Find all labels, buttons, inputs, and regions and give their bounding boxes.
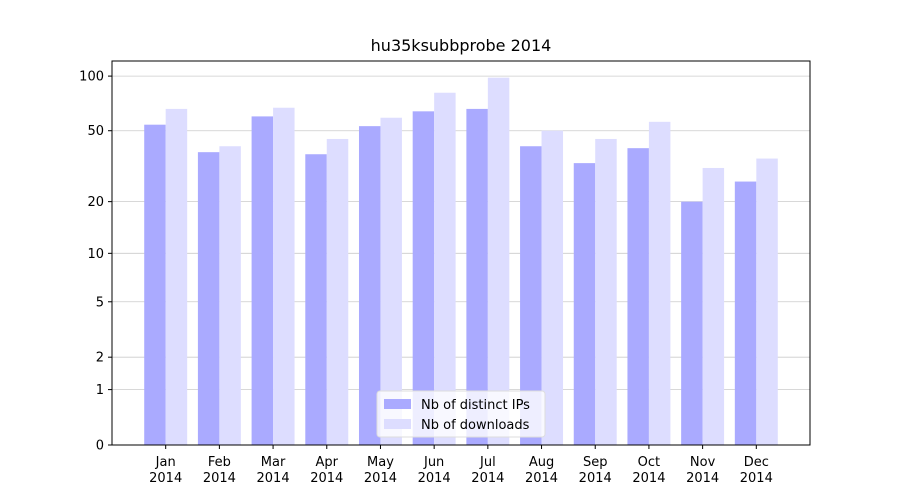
bar [520,146,542,446]
x-tick-label: Apr 2014 [310,455,343,486]
plot-frame [111,60,811,446]
bar [251,116,274,445]
y-tick-label: 2 [96,351,104,366]
bar [412,111,435,445]
bar [756,158,778,445]
bar [627,148,649,445]
x-tick-label: Feb 2014 [203,455,236,486]
legend-swatch [384,399,411,409]
chart-title: hu35ksubbprobe 2014 [371,36,552,55]
y-tick-label: 0 [96,439,104,454]
x-tick-label: Dec 2014 [740,455,773,486]
bar [681,201,703,445]
x-tick-label: Sep 2014 [579,455,612,486]
bar [434,92,456,445]
y-tick-label: 1 [96,383,104,398]
bar [326,138,349,445]
y-tick-label: 50 [87,124,104,139]
y-tick-label: 10 [87,247,104,262]
legend-label: Nb of distinct IPs [421,398,530,413]
bar [165,108,188,446]
x-tick-label: Jan 2014 [149,455,182,486]
x-tick-label: Oct 2014 [632,455,665,486]
bar [595,138,617,445]
bar [273,107,295,445]
y-tick-label: 20 [87,195,104,210]
x-tick-label: Jun 2014 [418,455,451,486]
bar [144,124,166,446]
legend-box [376,390,546,438]
bar [358,126,381,446]
bar [219,146,241,446]
y-tick-label: 5 [96,295,104,310]
y-tick-label: 100 [79,70,104,85]
x-tick-label: Mar 2014 [257,455,290,486]
bar [380,117,402,446]
bar [702,167,725,445]
x-tick-label: Nov 2014 [686,455,719,486]
bar [648,121,671,445]
bar [305,154,327,445]
bar [541,130,564,445]
bar [734,181,757,445]
bar [466,108,488,446]
x-tick-label: Aug 2014 [525,455,558,486]
bar [573,163,596,445]
bar [197,152,220,445]
legend-label: Nb of downloads [421,418,530,433]
x-tick-label: Jul 2014 [471,455,504,486]
legend-swatch [384,419,411,429]
bar [487,77,510,445]
x-tick-label: May 2014 [364,455,397,486]
